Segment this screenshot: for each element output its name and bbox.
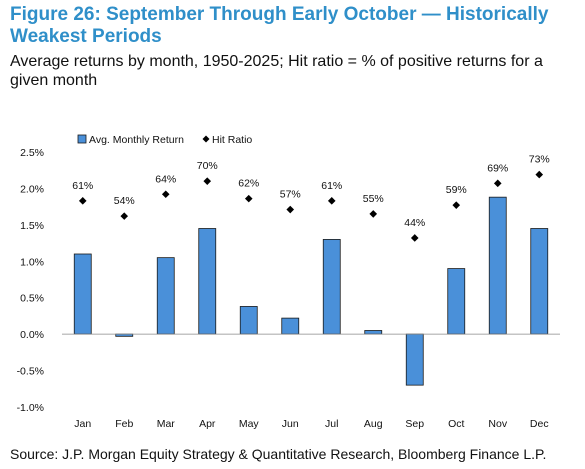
x-axis: Jan Feb Mar Apr May Jun Jul Aug Sep Oct Nov Dec xyxy=(74,418,548,430)
hit-ratio-label: 57% xyxy=(280,189,301,201)
x-tick-label: Sep xyxy=(405,418,424,430)
bar-sep xyxy=(405,333,424,386)
bar-oct xyxy=(447,268,466,335)
x-tick-label: Nov xyxy=(488,418,507,430)
y-tick-label: 2.0% xyxy=(20,183,44,195)
x-tick-label: May xyxy=(239,418,260,430)
hit-ratio-marker xyxy=(410,234,419,242)
hit-ratio-label: 55% xyxy=(363,193,384,205)
x-tick-label: Jun xyxy=(282,418,299,430)
figure-subtitle: Average returns by month, 1950-2025; Hit… xyxy=(10,53,543,89)
x-tick-label: Aug xyxy=(364,418,383,430)
hit-ratio-label: 73% xyxy=(529,154,550,166)
y-tick-label: 1.0% xyxy=(20,256,44,268)
y-axis: -1.0% -0.5% 0.0% 0.5% 1.0% 1.5% 2.0% 2.5% xyxy=(17,147,44,414)
bar-jun xyxy=(281,317,300,335)
bar-jan xyxy=(73,253,92,335)
legend-marker-symbol xyxy=(202,135,210,143)
y-tick-label: -1.0% xyxy=(17,402,44,414)
hit-ratio-label: 70% xyxy=(197,160,218,172)
bar-dec xyxy=(530,228,549,335)
bar-apr xyxy=(198,228,217,335)
figure-title: Figure 26: September Through Early Octob… xyxy=(10,4,549,47)
hit-ratio-marker xyxy=(493,179,502,188)
y-tick-label: 1.5% xyxy=(20,220,44,232)
x-tick-label: Jan xyxy=(74,418,91,430)
chart: Avg. Monthly Return Hit Ratio -1.0% -0.5%… xyxy=(17,134,560,430)
x-tick-label: Mar xyxy=(157,418,176,430)
hit-ratio-label: 64% xyxy=(155,173,176,185)
bar-jul xyxy=(322,239,341,335)
legend-bar-swatch xyxy=(77,134,87,144)
bar-may xyxy=(239,306,258,335)
hit-ratio-marker xyxy=(120,212,129,220)
hit-ratio-marker xyxy=(203,177,212,185)
bar-mar xyxy=(156,257,175,335)
hit-ratio-label: 61% xyxy=(72,180,93,192)
hit-ratio-marker xyxy=(161,190,170,199)
y-tick-label: -0.5% xyxy=(17,366,44,378)
hit-ratio-markers: 61% 54% 64% 70% 62% 57% 61% 55% 44% 59% 69% 73% xyxy=(72,154,550,242)
hit-ratio-marker xyxy=(327,197,336,205)
hit-ratio-marker xyxy=(369,210,378,218)
hit-ratio-label: 44% xyxy=(404,217,425,229)
y-tick-label: 0.5% xyxy=(20,293,44,305)
legend: Avg. Monthly Return Hit Ratio xyxy=(77,134,252,146)
hit-ratio-label: 69% xyxy=(487,162,508,174)
hit-ratio-marker xyxy=(535,170,544,179)
bar-nov xyxy=(488,196,507,335)
hit-ratio-marker xyxy=(78,197,87,205)
y-tick-label: 0.0% xyxy=(20,329,44,341)
x-tick-label: Dec xyxy=(530,418,549,430)
hit-ratio-label: 62% xyxy=(238,178,259,190)
bar-aug xyxy=(364,330,383,335)
hit-ratio-label: 61% xyxy=(321,180,342,192)
legend-marker-label: Hit Ratio xyxy=(212,134,252,146)
bars xyxy=(73,196,549,386)
y-tick-label: 2.5% xyxy=(20,147,44,159)
hit-ratio-marker xyxy=(452,201,461,209)
hit-ratio-label: 59% xyxy=(446,184,467,196)
hit-ratio-marker xyxy=(286,205,295,214)
x-tick-label: Oct xyxy=(448,418,464,430)
hit-ratio-marker xyxy=(244,194,253,203)
legend-bar-label: Avg. Monthly Return xyxy=(89,134,184,146)
x-tick-label: Jul xyxy=(325,418,338,430)
hit-ratio-label: 54% xyxy=(114,195,135,207)
source-note: Source: J.P. Morgan Equity Strategy & Qu… xyxy=(10,446,547,462)
x-tick-label: Feb xyxy=(115,418,133,430)
x-tick-label: Apr xyxy=(199,418,216,430)
